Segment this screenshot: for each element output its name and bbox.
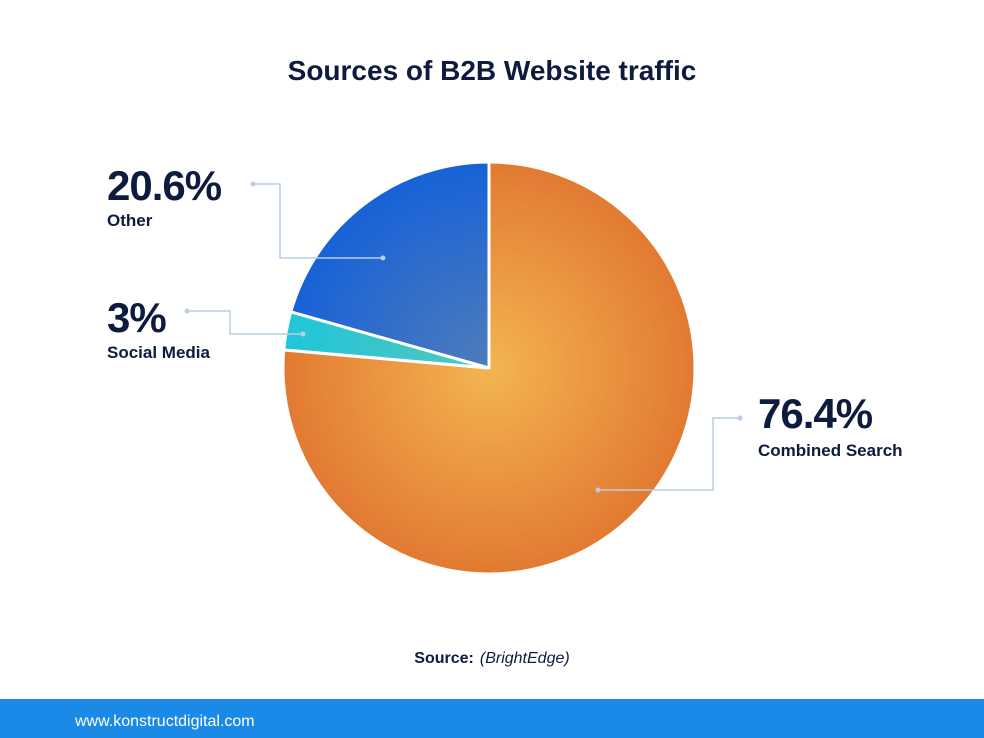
footer-url: www.konstructdigital.com bbox=[74, 713, 255, 730]
pie bbox=[281, 160, 697, 576]
footer-bar bbox=[0, 699, 984, 738]
leader-line bbox=[598, 417, 740, 491]
leader-line bbox=[253, 183, 383, 259]
category-label: Other bbox=[107, 211, 153, 230]
chart-title: Sources of B2B Website traffic bbox=[288, 55, 697, 86]
leader-dot bbox=[737, 415, 743, 421]
leader-dot bbox=[300, 331, 306, 337]
leader-dot bbox=[250, 181, 256, 187]
source: Source: (BrightEdge) bbox=[414, 650, 569, 667]
source-label: Source: bbox=[414, 650, 474, 667]
value-label: 3% bbox=[107, 294, 166, 341]
value-label: 76.4% bbox=[758, 390, 873, 437]
leader-line bbox=[187, 310, 303, 335]
pie-slice bbox=[289, 160, 491, 370]
leader-dot bbox=[380, 255, 386, 261]
value-label: 20.6% bbox=[107, 162, 222, 209]
source-name: (BrightEdge) bbox=[480, 650, 570, 667]
leader-dot bbox=[595, 487, 601, 493]
category-label: Combined Search bbox=[758, 441, 903, 460]
category-label: Social Media bbox=[107, 343, 211, 362]
leader-dot bbox=[184, 308, 190, 314]
labels: 76.4% Combined Search 3% Social Media 20.6% O… bbox=[107, 162, 903, 493]
